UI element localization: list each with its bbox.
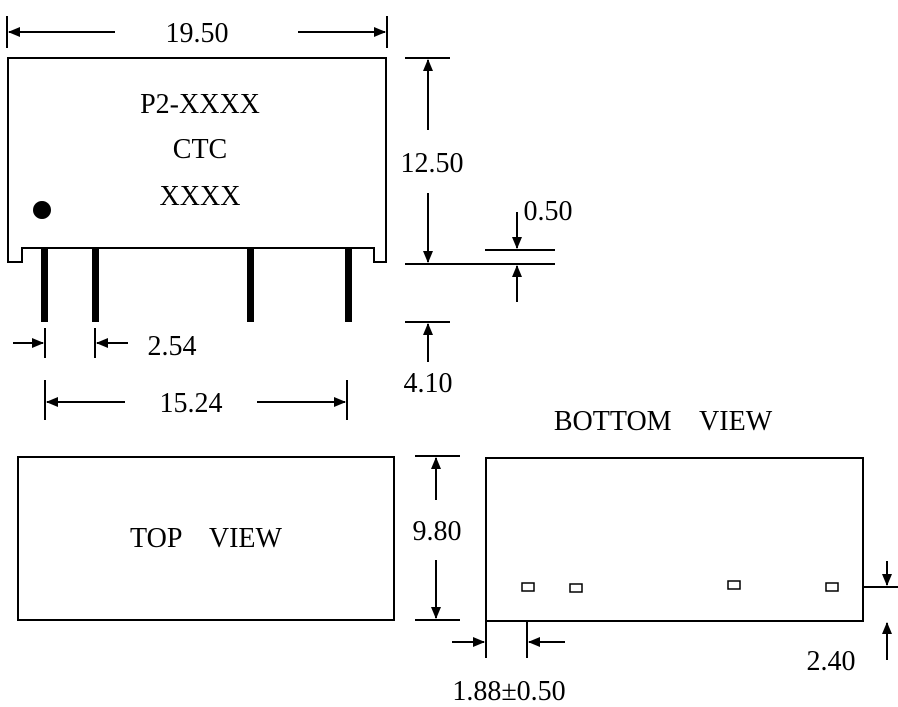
part-number-label: P2-XXXX <box>140 89 260 120</box>
height-value: 12.50 <box>401 148 464 179</box>
pin-pad-3 <box>727 580 741 590</box>
pin-3 <box>247 249 254 322</box>
pin-row-value: 2.40 <box>807 646 856 677</box>
pin-offset-dimension: 1.88±0.50 <box>452 621 566 707</box>
pin-span-value: 15.24 <box>160 388 223 419</box>
pin-offset-value: 1.88±0.50 <box>452 676 565 707</box>
pin-length-value: 4.10 <box>404 368 453 399</box>
pin-2 <box>92 249 99 322</box>
pin-4 <box>345 249 352 322</box>
length-value: 19.50 <box>166 18 229 49</box>
pin-span-dimension: 15.24 <box>44 380 348 420</box>
bottom-view-outline <box>485 457 864 622</box>
side-view-body <box>7 57 387 263</box>
height-dimension: 12.50 <box>401 57 464 263</box>
standoff-value: 0.50 <box>524 196 573 227</box>
width-dimension: 9.80 <box>413 455 462 621</box>
pin-pad-1 <box>521 582 535 592</box>
pin-row-dimension: 2.40 <box>807 561 898 677</box>
bottom-view: BOTTOM VIEW <box>485 406 864 622</box>
top-view: TOP VIEW <box>17 456 395 621</box>
pin-pad-4 <box>825 582 839 592</box>
pin-pitch-dimension: 2.54 <box>13 328 197 362</box>
top-view-outline <box>17 456 395 621</box>
standoff-dimension: 0.50 <box>405 196 573 302</box>
bottom-view-label: BOTTOM VIEW <box>554 406 773 437</box>
pin1-marker-dot <box>33 201 51 219</box>
pin-length-dimension: 4.10 <box>404 321 453 399</box>
pin-pitch-value: 2.54 <box>148 331 197 362</box>
top-view-label: TOP VIEW <box>130 523 282 554</box>
code-label: XXXX <box>160 181 241 212</box>
pin-1 <box>41 249 48 322</box>
pin-pad-2 <box>569 583 583 593</box>
side-view: P2-XXXX CTC XXXX <box>7 57 387 322</box>
width-value: 9.80 <box>413 516 462 547</box>
brand-label: CTC <box>173 134 227 165</box>
length-dimension: 19.50 <box>6 16 388 49</box>
